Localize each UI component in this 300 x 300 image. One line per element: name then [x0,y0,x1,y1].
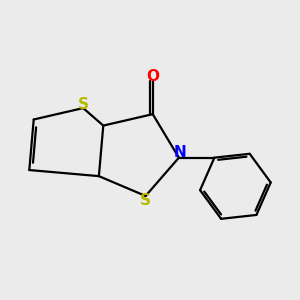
Text: N: N [173,145,186,160]
Text: O: O [146,69,159,84]
Text: S: S [78,97,89,112]
Text: S: S [140,193,151,208]
